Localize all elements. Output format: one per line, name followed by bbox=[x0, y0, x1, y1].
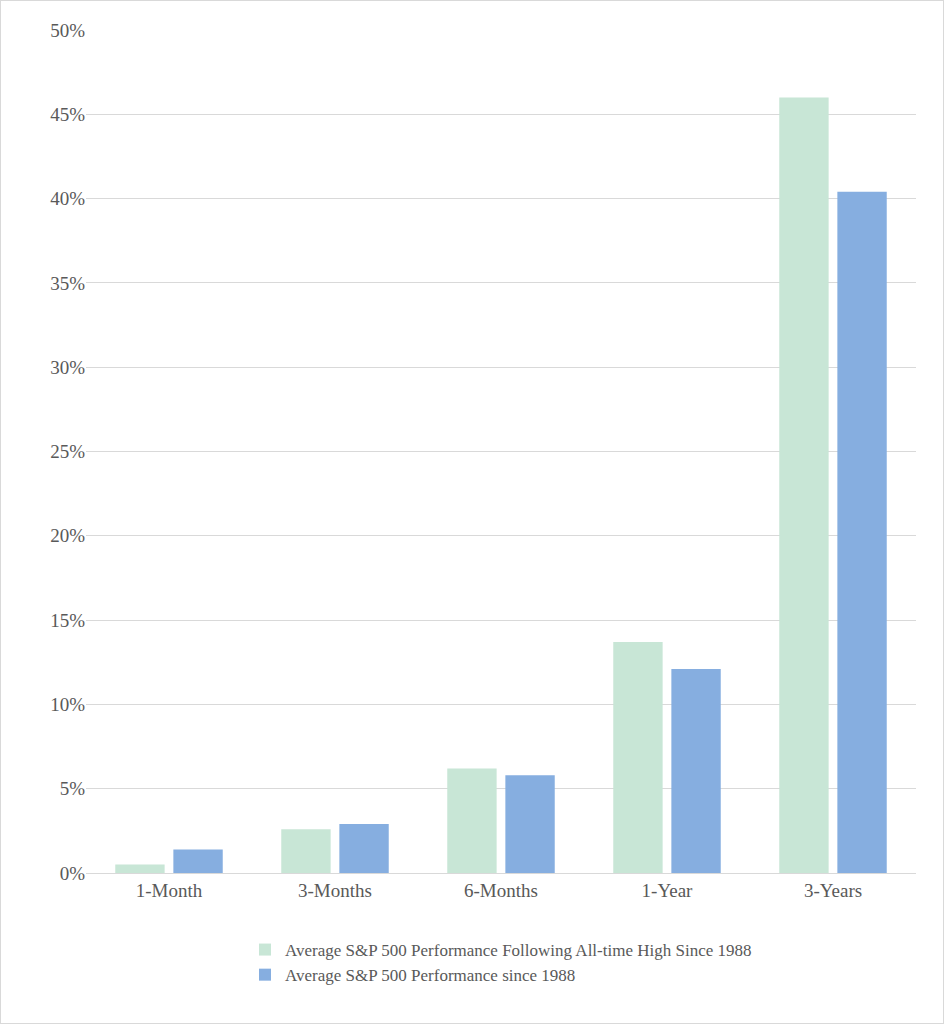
svg-text:30%: 30% bbox=[50, 357, 85, 378]
svg-text:15%: 15% bbox=[50, 610, 85, 631]
svg-text:Average S&P 500 Performance si: Average S&P 500 Performance since 1988 bbox=[285, 966, 575, 985]
svg-text:20%: 20% bbox=[50, 525, 85, 546]
svg-text:1-Year: 1-Year bbox=[642, 880, 694, 901]
svg-text:3-Months: 3-Months bbox=[298, 880, 372, 901]
svg-text:0%: 0% bbox=[60, 863, 86, 884]
svg-text:5%: 5% bbox=[60, 778, 86, 799]
svg-text:35%: 35% bbox=[50, 273, 85, 294]
svg-text:3-Years: 3-Years bbox=[804, 880, 862, 901]
svg-text:25%: 25% bbox=[50, 441, 85, 462]
svg-text:Average S&P 500 Performance Fo: Average S&P 500 Performance Following Al… bbox=[285, 941, 752, 960]
svg-text:45%: 45% bbox=[50, 104, 85, 125]
svg-text:6-Months: 6-Months bbox=[464, 880, 538, 901]
svg-text:1-Month: 1-Month bbox=[136, 880, 203, 901]
svg-text:10%: 10% bbox=[50, 694, 85, 715]
svg-text:40%: 40% bbox=[50, 188, 85, 209]
svg-text:50%: 50% bbox=[50, 20, 85, 41]
